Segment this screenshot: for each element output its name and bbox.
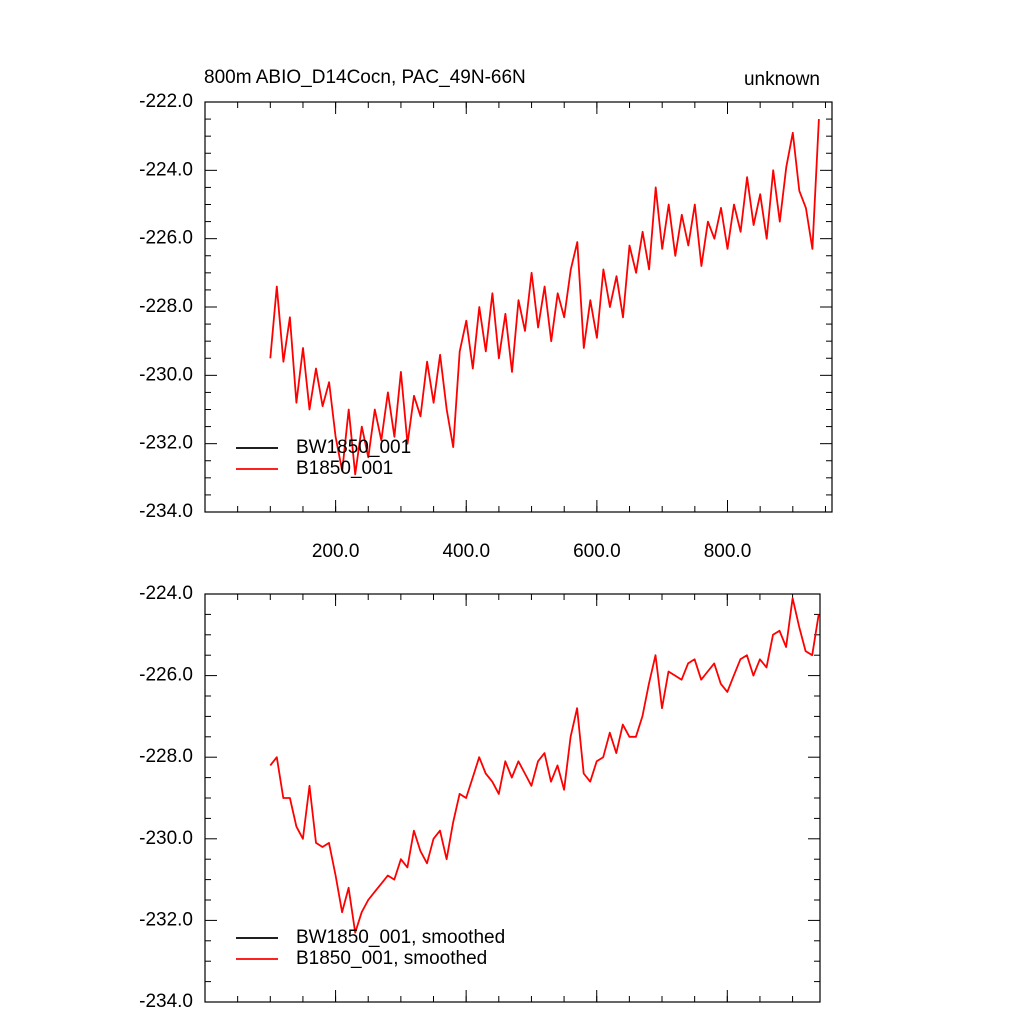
- x-tick-label: 800.0: [704, 541, 752, 562]
- y-tick-label: -234.0: [139, 501, 193, 522]
- y-tick-label: -226.0: [139, 665, 193, 686]
- x-tick-label: 400.0: [442, 541, 490, 562]
- y-tick-label: -222.0: [139, 91, 193, 112]
- y-tick-label: -230.0: [139, 364, 193, 385]
- y-tick-label: -230.0: [139, 828, 193, 849]
- y-tick-label: -228.0: [139, 296, 193, 317]
- series-line: [269, 597, 820, 934]
- x-tick-label: 600.0: [573, 541, 621, 562]
- legend-label: BW1850_001, smoothed: [296, 927, 505, 948]
- y-tick-label: -224.0: [139, 583, 193, 604]
- legend-label: B1850_001: [296, 458, 393, 479]
- y-tick-label: -228.0: [139, 746, 193, 767]
- y-tick-label: -226.0: [139, 228, 193, 249]
- legend-label: B1850_001, smoothed: [296, 948, 487, 969]
- chart-title: 800m ABIO_D14Cocn, PAC_49N-66N: [204, 67, 526, 88]
- x-tick-label: 200.0: [312, 541, 360, 562]
- legend-label: BW1850_001: [296, 437, 411, 458]
- y-tick-label: -224.0: [139, 159, 193, 180]
- y-tick-label: -232.0: [139, 909, 193, 930]
- series-line: [269, 119, 820, 476]
- chart-title-right: unknown: [744, 69, 820, 90]
- y-tick-label: -234.0: [139, 991, 193, 1012]
- y-tick-label: -232.0: [139, 433, 193, 454]
